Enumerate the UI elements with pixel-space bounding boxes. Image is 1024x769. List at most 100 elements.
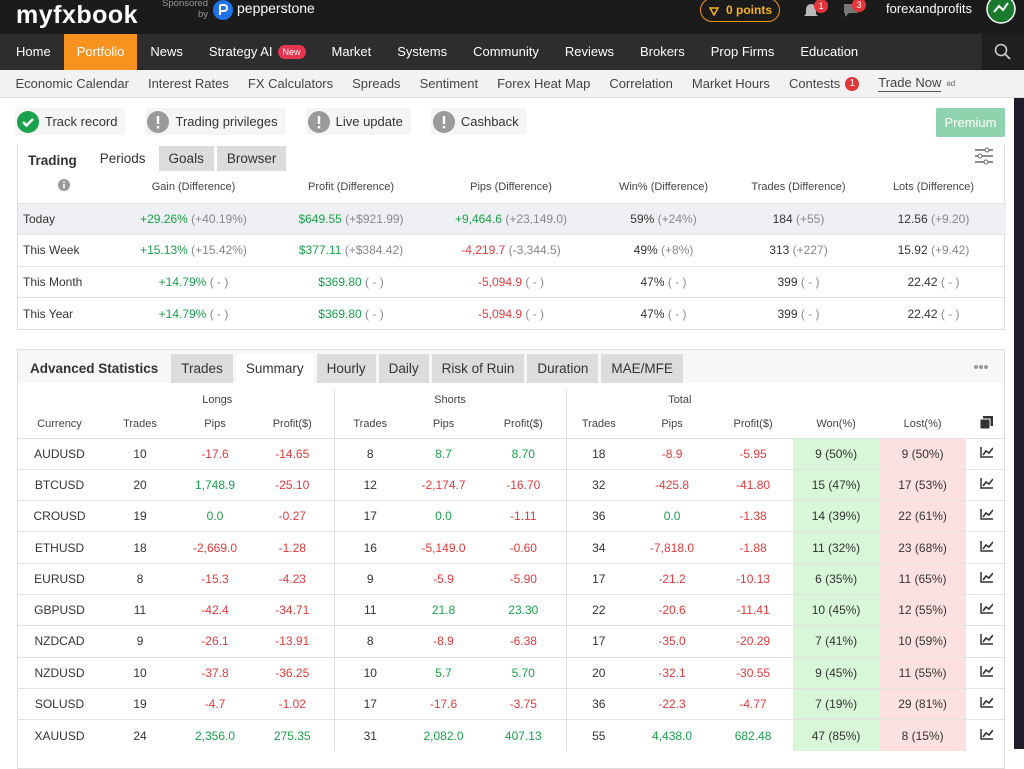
tab[interactable]: Trading bbox=[28, 152, 77, 168]
chart-cell[interactable] bbox=[966, 437, 1007, 470]
difference: ( - ) bbox=[209, 274, 229, 289]
cell: 8 bbox=[101, 562, 179, 595]
status-item[interactable]: Live update bbox=[305, 108, 411, 135]
sub-nav-label: Spreads bbox=[352, 75, 401, 91]
chart-cell[interactable] bbox=[966, 719, 1007, 751]
chart-cell[interactable] bbox=[966, 625, 1007, 658]
sub-nav-item[interactable]: Economic Calendar bbox=[6, 70, 138, 97]
tab[interactable]: Browser bbox=[216, 146, 287, 171]
cell: 17 (53%) bbox=[879, 468, 967, 501]
chart-cell[interactable] bbox=[966, 531, 1007, 564]
chart-cell[interactable] bbox=[966, 562, 1007, 595]
cell: 0.0 bbox=[406, 500, 482, 532]
cell: -25.10 bbox=[251, 468, 335, 501]
cell: 5.70 bbox=[481, 656, 567, 689]
nav-item[interactable]: Home bbox=[0, 34, 64, 70]
cell: 36 bbox=[565, 500, 632, 532]
nav-item[interactable]: Strategy AI New bbox=[196, 34, 319, 70]
status-item[interactable]: Track record bbox=[15, 108, 126, 135]
tab[interactable]: Trades bbox=[171, 354, 233, 383]
points[interactable]: 0 points bbox=[700, 0, 780, 22]
chart-cell[interactable] bbox=[966, 500, 1007, 532]
sub-nav-item[interactable]: Interest Rates bbox=[138, 70, 238, 97]
nav-label: Brokers bbox=[639, 44, 685, 59]
tab[interactable]: Advanced Statistics bbox=[30, 361, 159, 376]
column-header: Win% (Difference) bbox=[618, 180, 709, 193]
nav-item[interactable]: Brokers bbox=[627, 34, 698, 70]
status-item[interactable]: Trading privileges bbox=[145, 108, 286, 135]
nav-item[interactable]: Reviews bbox=[552, 34, 627, 70]
cell: -14.65 bbox=[251, 437, 335, 470]
tab[interactable]: Duration bbox=[527, 354, 599, 383]
username[interactable]: forexandprofits bbox=[886, 1, 972, 16]
currency-row: AUDUSD 10 -17.6 -14.65 8 8.7 8.70 18 -8.9 -5.95 9 … bbox=[18, 437, 1007, 470]
cell: 2,082.0 bbox=[406, 719, 482, 751]
value: -5,094.9 bbox=[477, 274, 523, 289]
cell: -5,149.0 bbox=[406, 531, 482, 564]
sub-nav-item[interactable]: Market Hours bbox=[682, 70, 779, 97]
period-cell: 49% (+8%) bbox=[591, 234, 736, 266]
chart-cell[interactable] bbox=[966, 593, 1007, 626]
difference: (+40.19%) bbox=[191, 211, 247, 226]
column-header: Pips (Difference) bbox=[470, 180, 552, 193]
period-cell: $369.80 ( - ) bbox=[271, 297, 431, 329]
cell: SOLUSD bbox=[18, 687, 101, 720]
nav-item[interactable]: Systems bbox=[384, 34, 460, 70]
tab[interactable]: Daily bbox=[378, 354, 429, 383]
status-item[interactable]: Cashback bbox=[430, 108, 527, 135]
sub-nav-item[interactable]: Sentiment bbox=[410, 70, 488, 97]
nav-item[interactable]: Community bbox=[460, 34, 552, 70]
search-button[interactable] bbox=[982, 34, 1024, 70]
nav-item[interactable]: Prop Firms bbox=[698, 34, 788, 70]
cell: 32 bbox=[565, 468, 632, 501]
chart-cell[interactable] bbox=[966, 687, 1007, 720]
column-header: Profit($) bbox=[503, 418, 543, 431]
value: +14.79% bbox=[158, 306, 207, 321]
ad-label: ad bbox=[946, 78, 956, 88]
periods-tabs: Trading Periods Goals Browser bbox=[18, 145, 1004, 171]
logo[interactable]: myfxbook bbox=[16, 1, 139, 29]
chart-cell[interactable] bbox=[966, 656, 1007, 689]
sub-nav-item[interactable]: Contests 1 bbox=[779, 70, 868, 97]
cell: 9 bbox=[101, 625, 179, 658]
sub-nav-item[interactable]: Spreads bbox=[343, 70, 410, 97]
cell: -1.02 bbox=[251, 687, 335, 720]
cell: 55 bbox=[565, 719, 632, 751]
sub-nav-item[interactable]: Correlation bbox=[600, 70, 683, 97]
points-text: 0 points bbox=[725, 3, 772, 17]
period-label: This Month bbox=[18, 265, 116, 298]
value: 22.42 bbox=[907, 274, 938, 289]
chart-icon bbox=[979, 509, 994, 520]
tab[interactable]: Summary bbox=[235, 354, 314, 383]
nav-item[interactable]: Portfolio bbox=[63, 34, 138, 70]
currency-row: BTCUSD 20 1,748.9 -25.10 12 -2,174.7 -16.70 32-… bbox=[18, 468, 1007, 501]
sub-nav-item[interactable]: Trade Now ad bbox=[869, 70, 965, 97]
cell: 0.0 bbox=[179, 500, 251, 532]
nav-item[interactable]: Market bbox=[319, 34, 385, 70]
nav-label: Market bbox=[331, 44, 372, 59]
period-cell: 22.42 ( - ) bbox=[861, 297, 1006, 329]
cell: -3.75 bbox=[481, 687, 567, 720]
cell: 22 (61%) bbox=[879, 500, 967, 532]
sub-nav-item[interactable]: Forex Heat Map bbox=[488, 70, 600, 97]
chart-icon bbox=[979, 634, 994, 646]
tab[interactable]: Periods bbox=[89, 146, 156, 171]
chart-cell[interactable] bbox=[966, 468, 1007, 501]
period-cell: 59% (+24%) bbox=[591, 202, 736, 235]
cell: BTCUSD bbox=[18, 468, 101, 501]
sub-nav-item[interactable]: FX Calculators bbox=[238, 70, 342, 97]
difference: ( - ) bbox=[667, 306, 687, 321]
tab[interactable]: MAE/MFE bbox=[601, 354, 683, 383]
cell: -1.38 bbox=[713, 500, 794, 532]
nav-item[interactable]: News bbox=[137, 34, 196, 70]
nav-label: Prop Firms bbox=[710, 44, 775, 59]
cell: 7 (19%) bbox=[793, 687, 880, 720]
period-cell: $377.11 (+$384.42) bbox=[271, 234, 431, 266]
premium-button[interactable]: Premium bbox=[936, 108, 1005, 137]
cell: 34 bbox=[565, 531, 632, 564]
tab[interactable]: Goals bbox=[158, 146, 214, 171]
tab[interactable]: Hourly bbox=[316, 354, 376, 383]
tab[interactable]: Risk of Ruin bbox=[431, 354, 525, 383]
nav-item[interactable]: Education bbox=[787, 34, 871, 70]
column-header: Pips bbox=[432, 418, 455, 431]
